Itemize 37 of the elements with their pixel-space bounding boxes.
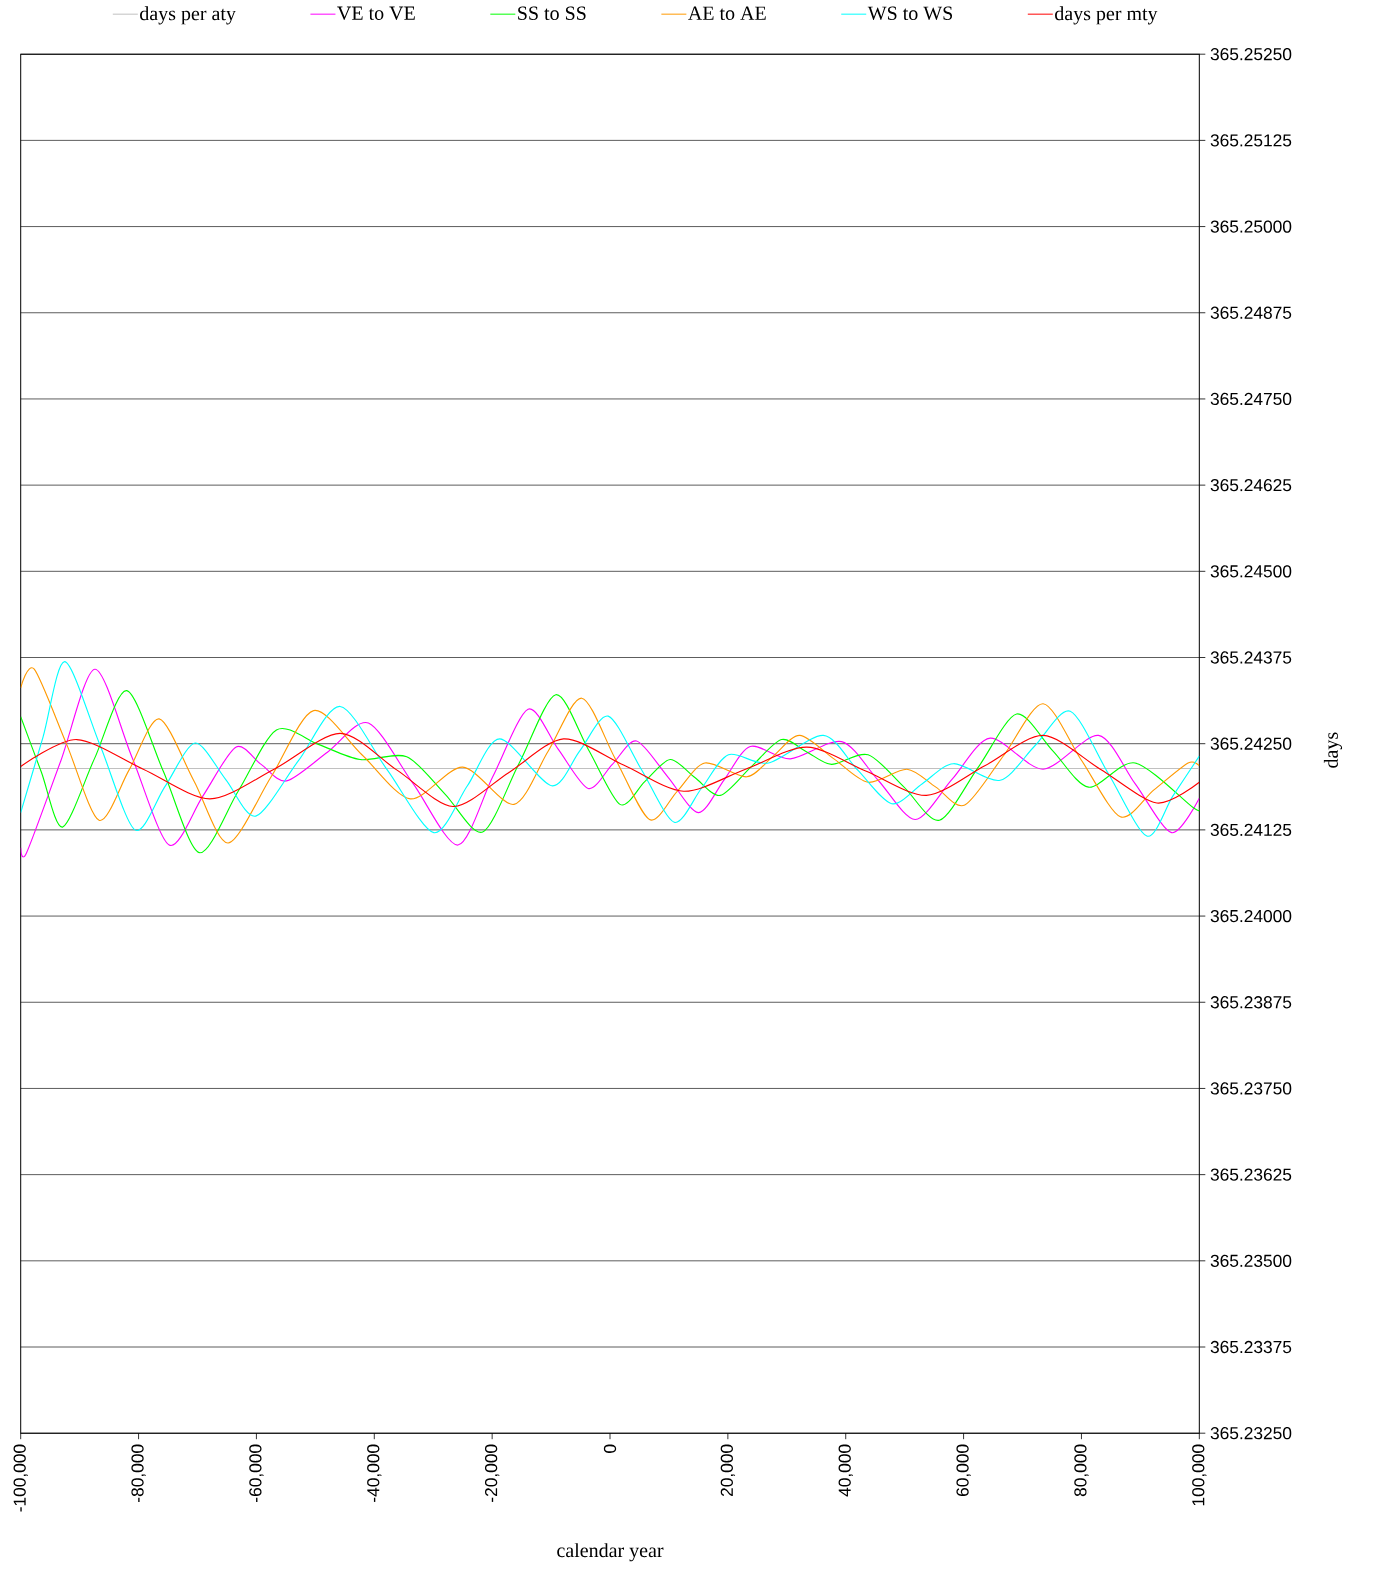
x-tick-label: -40,000 [367,1444,382,1502]
y-tick-label: 365.24625 [1210,478,1292,492]
y-tick-label: 365.24500 [1210,565,1292,578]
y-tick-label: 365.23500 [1210,1254,1292,1267]
line-series [20,732,1200,808]
legend-label: WS to WS [867,6,953,21]
y-tick-label: 365.23375 [1210,1340,1292,1354]
x-tick-label: 80,000 [1074,1444,1089,1497]
legend-label: days per mty [1055,6,1158,25]
y-tick-label: 365.23875 [1210,996,1292,1009]
x-tick-label: -20,000 [484,1444,500,1502]
x-tick-label: 40,000 [838,1444,853,1497]
x-tick-label: 60,000 [956,1444,971,1497]
x-axis-title: calendar year [557,1543,664,1562]
y-tick-label: 365.24375 [1210,651,1292,664]
y-tick-label: 365.24250 [1210,737,1292,750]
y-tick-label: 365.24125 [1210,823,1292,837]
y-axis-title: days [1323,732,1343,768]
y-tick-label: 365.23250 [1210,1427,1292,1440]
y-tick-label: 365.24750 [1210,392,1292,406]
y-tick-label: 365.24875 [1210,306,1292,319]
y-tick-label: 365.25250 [1210,48,1292,61]
y-tick-label: 365.23625 [1210,1168,1292,1181]
legend-label: VE to VE [337,6,415,20]
x-tick-label: -60,000 [249,1444,264,1502]
x-tick-label: 0 [603,1444,617,1453]
x-tick-label: -100,000 [13,1444,28,1512]
x-tick-label: 20,000 [720,1444,736,1497]
legend-label: SS to SS [518,6,586,20]
legend-label: days per aty [140,6,236,25]
y-tick-label: 365.24000 [1210,909,1292,923]
x-tick-label: 100,000 [1192,1444,1207,1506]
legend-label: AE to AE [688,6,766,20]
x-tick-label: -80,000 [131,1444,146,1502]
y-tick-label: 365.25000 [1210,220,1292,233]
y-tick-label: 365.23750 [1210,1082,1292,1095]
y-tick-label: 365.25125 [1210,134,1292,147]
